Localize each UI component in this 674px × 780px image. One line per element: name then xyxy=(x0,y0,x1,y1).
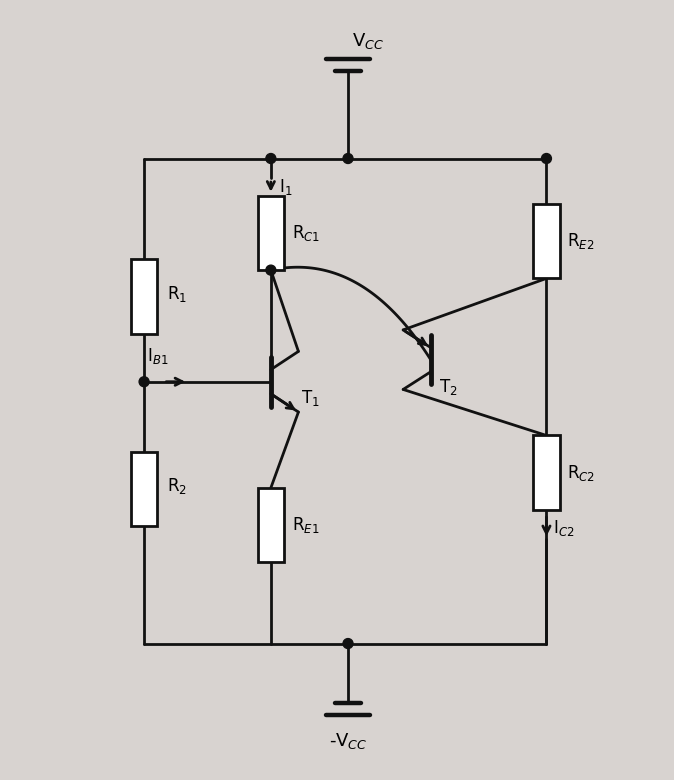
Bar xyxy=(257,488,284,562)
Bar xyxy=(131,259,157,334)
Text: R$_2$: R$_2$ xyxy=(167,477,187,496)
Bar xyxy=(533,204,559,278)
Bar xyxy=(257,196,284,270)
Text: -V$_{CC}$: -V$_{CC}$ xyxy=(329,731,367,750)
Circle shape xyxy=(266,265,276,275)
Text: R$_{C1}$: R$_{C1}$ xyxy=(292,223,320,243)
Circle shape xyxy=(139,377,149,387)
Circle shape xyxy=(541,154,551,164)
Bar xyxy=(131,452,157,526)
Text: I$_{C2}$: I$_{C2}$ xyxy=(553,518,574,538)
Circle shape xyxy=(266,154,276,164)
Text: I$_1$: I$_1$ xyxy=(278,177,292,197)
Text: R$_{C2}$: R$_{C2}$ xyxy=(568,463,596,483)
Text: T$_2$: T$_2$ xyxy=(439,378,458,397)
Text: R$_1$: R$_1$ xyxy=(167,284,187,303)
Text: T$_1$: T$_1$ xyxy=(301,388,320,408)
Text: I$_{B1}$: I$_{B1}$ xyxy=(147,346,168,367)
Bar xyxy=(533,435,559,510)
Text: R$_{E1}$: R$_{E1}$ xyxy=(292,515,319,535)
Text: V$_{CC}$: V$_{CC}$ xyxy=(353,31,384,51)
Text: R$_{E2}$: R$_{E2}$ xyxy=(568,231,594,251)
Circle shape xyxy=(343,154,353,164)
Circle shape xyxy=(343,639,353,648)
